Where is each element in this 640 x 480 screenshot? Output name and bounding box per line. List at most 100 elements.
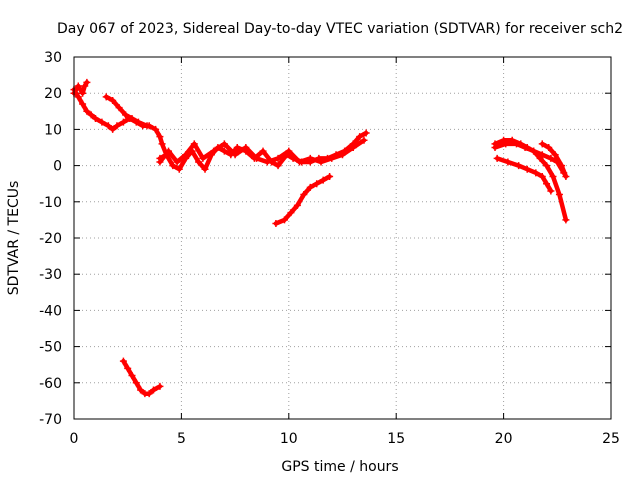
data-point	[190, 140, 198, 148]
data-point	[182, 151, 190, 159]
data-point	[317, 158, 325, 166]
data-point	[263, 158, 271, 166]
data-point	[143, 122, 151, 130]
data-point	[74, 93, 82, 101]
data-point	[547, 187, 555, 195]
data-point	[287, 209, 295, 217]
x-axis-label: GPS time / hours	[281, 459, 398, 475]
data-point	[156, 133, 164, 141]
data-point	[259, 147, 267, 155]
x-tick-label: 0	[70, 431, 79, 447]
data-point	[521, 144, 529, 151]
data-point	[293, 201, 301, 209]
data-point	[156, 382, 164, 390]
y-tick-label: -70	[39, 412, 62, 428]
data-point	[158, 140, 166, 148]
data-point	[313, 180, 321, 188]
data-point	[74, 82, 82, 90]
data-point	[491, 144, 499, 151]
data-point	[98, 118, 106, 126]
data-point	[149, 386, 157, 394]
series-arc-6	[272, 172, 334, 228]
data-point	[220, 140, 228, 148]
series-arc-2	[70, 78, 91, 97]
data-point	[549, 172, 557, 180]
data-point	[253, 154, 261, 162]
data-point	[201, 165, 209, 173]
data-point	[532, 169, 540, 177]
x-tick-label: 10	[280, 431, 298, 447]
data-point	[169, 162, 177, 170]
y-tick-label: -40	[39, 303, 62, 319]
data-point	[272, 220, 280, 228]
data-point	[285, 147, 293, 155]
data-point	[83, 107, 91, 115]
data-point	[306, 183, 314, 191]
data-point	[296, 158, 304, 166]
y-tick-label: -50	[39, 340, 62, 356]
y-tick-label: -10	[39, 195, 62, 211]
data-point	[538, 172, 546, 180]
grid	[74, 57, 611, 419]
series-arc-10	[493, 154, 555, 195]
data-point	[558, 162, 566, 170]
data-point	[562, 172, 570, 180]
data-point	[362, 129, 370, 137]
data-point	[233, 144, 241, 151]
data-point	[281, 216, 289, 224]
y-tick-label: 30	[44, 50, 62, 66]
data-point	[545, 144, 553, 151]
data-point	[551, 151, 559, 159]
data-point	[349, 144, 357, 151]
data-point	[555, 191, 563, 199]
series-arc-3	[102, 93, 151, 130]
series-arc-7	[119, 357, 164, 398]
data-point	[515, 162, 523, 170]
data-point	[109, 125, 117, 133]
data-point	[109, 96, 117, 104]
data-point	[156, 158, 164, 166]
data-point	[128, 115, 136, 123]
data-point	[195, 158, 203, 166]
data-point	[152, 125, 160, 133]
y-tick-label: -60	[39, 376, 62, 392]
data-point	[115, 104, 123, 112]
series-arc-11	[538, 140, 570, 180]
data-point	[231, 151, 239, 159]
data-point	[339, 151, 346, 159]
data-point	[83, 78, 91, 86]
data-point	[328, 154, 336, 162]
y-axis-label: SDTVAR / TECUs	[6, 181, 22, 296]
series-arc-1	[70, 86, 170, 159]
data-point	[356, 133, 364, 141]
data-point	[79, 100, 87, 108]
data-point	[199, 154, 207, 162]
data-point	[543, 162, 551, 170]
data-point	[134, 118, 142, 126]
data-point	[79, 89, 87, 97]
data-point	[122, 111, 130, 119]
data-point	[124, 364, 132, 372]
data-point	[562, 216, 570, 224]
data-point	[145, 390, 153, 398]
data-point	[119, 357, 127, 365]
y-tick-label: -20	[39, 231, 62, 247]
data-point	[523, 165, 531, 173]
data-point	[137, 386, 145, 394]
y-tick-label: 10	[44, 122, 62, 138]
data-point	[538, 140, 546, 148]
data-point	[543, 180, 551, 188]
y-tick-label: 20	[44, 86, 62, 102]
data-point	[175, 165, 183, 173]
data-point	[165, 147, 173, 155]
series-arc-5	[156, 136, 368, 166]
data-point	[81, 82, 89, 90]
y-tick-label: 0	[53, 159, 62, 175]
data-point	[104, 122, 112, 130]
data-point	[319, 176, 327, 184]
x-tick-label: 20	[495, 431, 513, 447]
data-point	[242, 144, 250, 151]
chart-title: Day 067 of 2023, Sidereal Day-to-day VTE…	[57, 21, 623, 37]
x-tick-label: 15	[387, 431, 405, 447]
data-point	[512, 140, 520, 148]
